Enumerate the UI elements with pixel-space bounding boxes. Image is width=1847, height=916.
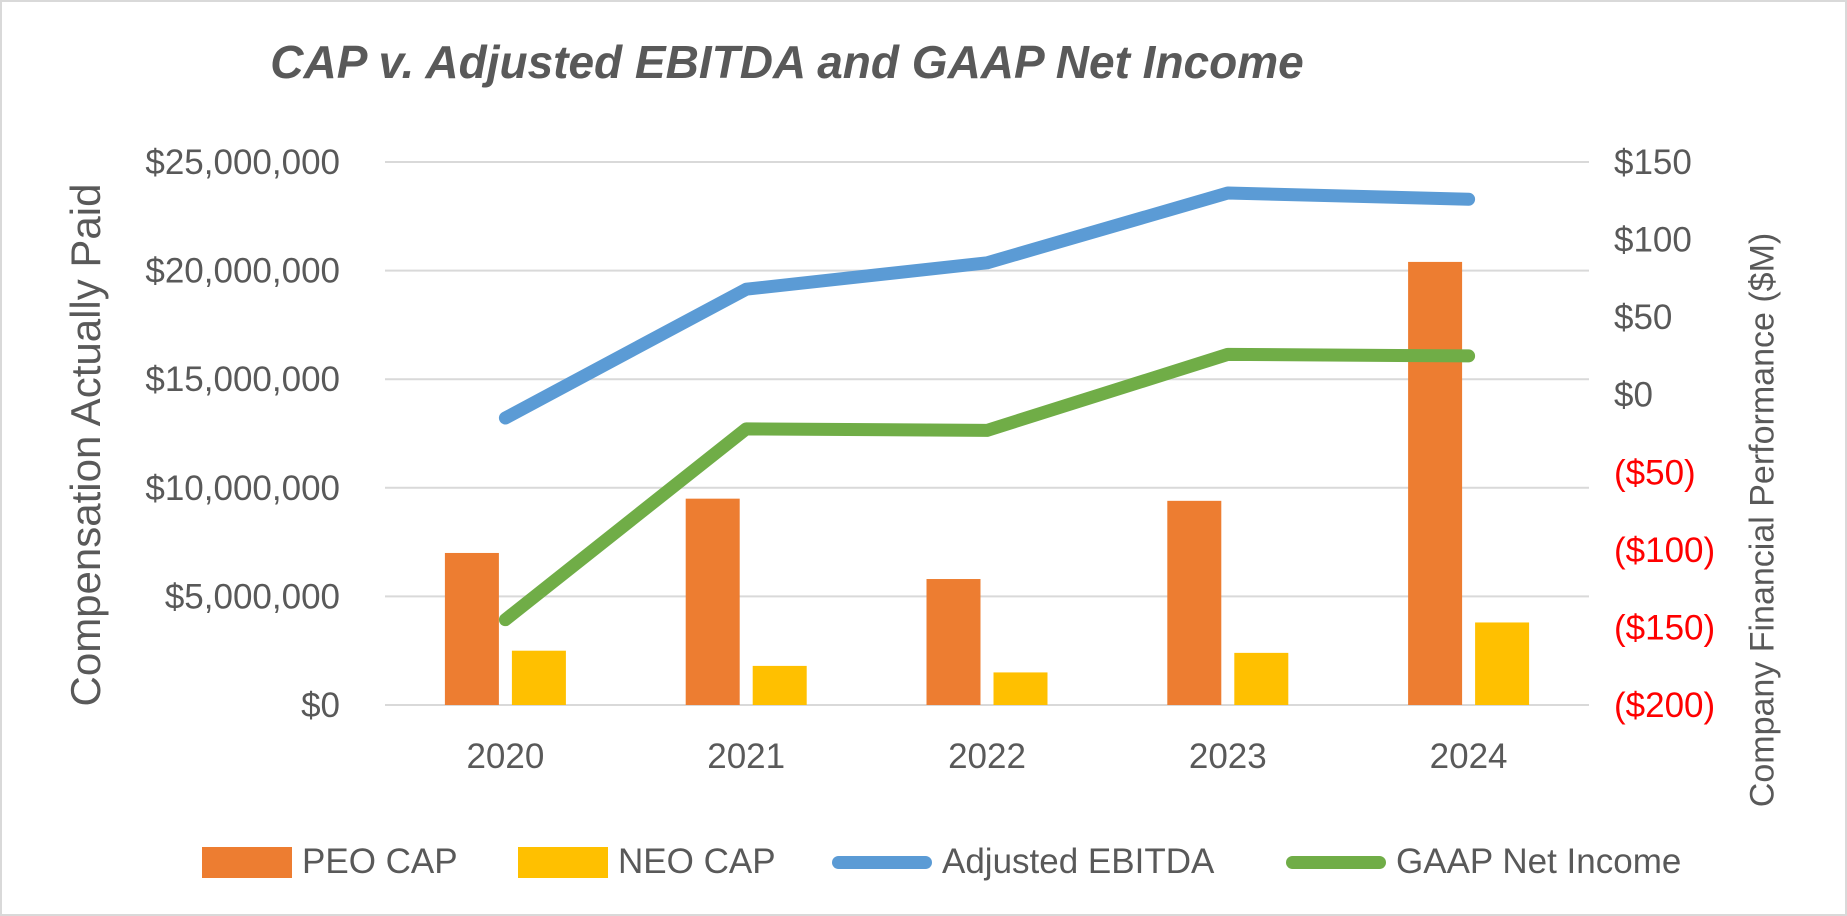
bar-neo-cap-2020 (511, 650, 566, 705)
legend-item-neo-cap: NEO CAP (518, 840, 776, 884)
line-adjusted-ebitda (498, 186, 1476, 425)
adjusted-ebitda-swatch (832, 855, 932, 869)
legend-label: GAAP Net Income (1396, 842, 1682, 881)
x-axis-tick-label: 2023 (1189, 737, 1267, 776)
right-axis-tick-label: ($200) (1614, 686, 1715, 725)
line-gaap-net-income (498, 347, 1476, 627)
legend-label: Adjusted EBITDA (942, 842, 1215, 881)
right-axis-tick-label: $100 (1614, 221, 1692, 260)
right-axis-tick-label: $150 (1614, 143, 1692, 182)
bar-neo-cap-2024 (1475, 622, 1530, 705)
right-axis-tick-label: ($50) (1614, 453, 1696, 492)
x-axis-tick-label: 2022 (948, 737, 1026, 776)
bar-neo-cap-2023 (1234, 652, 1289, 705)
legend: PEO CAP NEO CAP Adjusted EBITDA GAAP Net… (2, 840, 1845, 886)
left-axis-tick-label: $0 (301, 686, 340, 725)
right-axis-tick-label: $0 (1614, 376, 1653, 415)
legend-label: PEO CAP (302, 842, 458, 881)
x-axis-tick-label: 2024 (1430, 737, 1508, 776)
legend-item-peo-cap: PEO CAP (202, 840, 458, 884)
bar-neo-cap-2022 (993, 672, 1048, 705)
right-axis-tick-label: ($150) (1614, 608, 1715, 647)
right-axis-tick-label: $50 (1614, 298, 1672, 337)
neo-cap-swatch (518, 846, 608, 878)
bar-neo-cap-2021 (752, 665, 807, 705)
bar-peo-cap-2024 (1408, 261, 1463, 705)
left-axis-tick-label: $5,000,000 (165, 577, 340, 616)
bar-peo-cap-2022 (926, 579, 981, 705)
gaap-net-income-swatch (1286, 855, 1386, 869)
bar-peo-cap-2021 (685, 498, 740, 705)
x-axis-tick-label: 2020 (466, 737, 544, 776)
x-axis-tick-label: 2021 (707, 737, 785, 776)
bar-peo-cap-2020 (444, 552, 499, 705)
left-axis-tick-label: $25,000,000 (145, 143, 340, 182)
left-axis-tick-label: $20,000,000 (145, 252, 340, 291)
bar-peo-cap-2023 (1167, 500, 1222, 705)
legend-item-gaap-net-income: GAAP Net Income (1286, 840, 1681, 884)
legend-item-adjusted-ebitda: Adjusted EBITDA (832, 840, 1214, 884)
left-axis-tick-label: $15,000,000 (145, 360, 340, 399)
right-axis-tick-label: ($100) (1614, 531, 1715, 570)
left-axis-tick-label: $10,000,000 (145, 469, 340, 508)
peo-cap-swatch (202, 846, 292, 878)
legend-label: NEO CAP (618, 842, 776, 881)
chart-title: CAP v. Adjusted EBITDA and GAAP Net Inco… (270, 36, 1304, 88)
